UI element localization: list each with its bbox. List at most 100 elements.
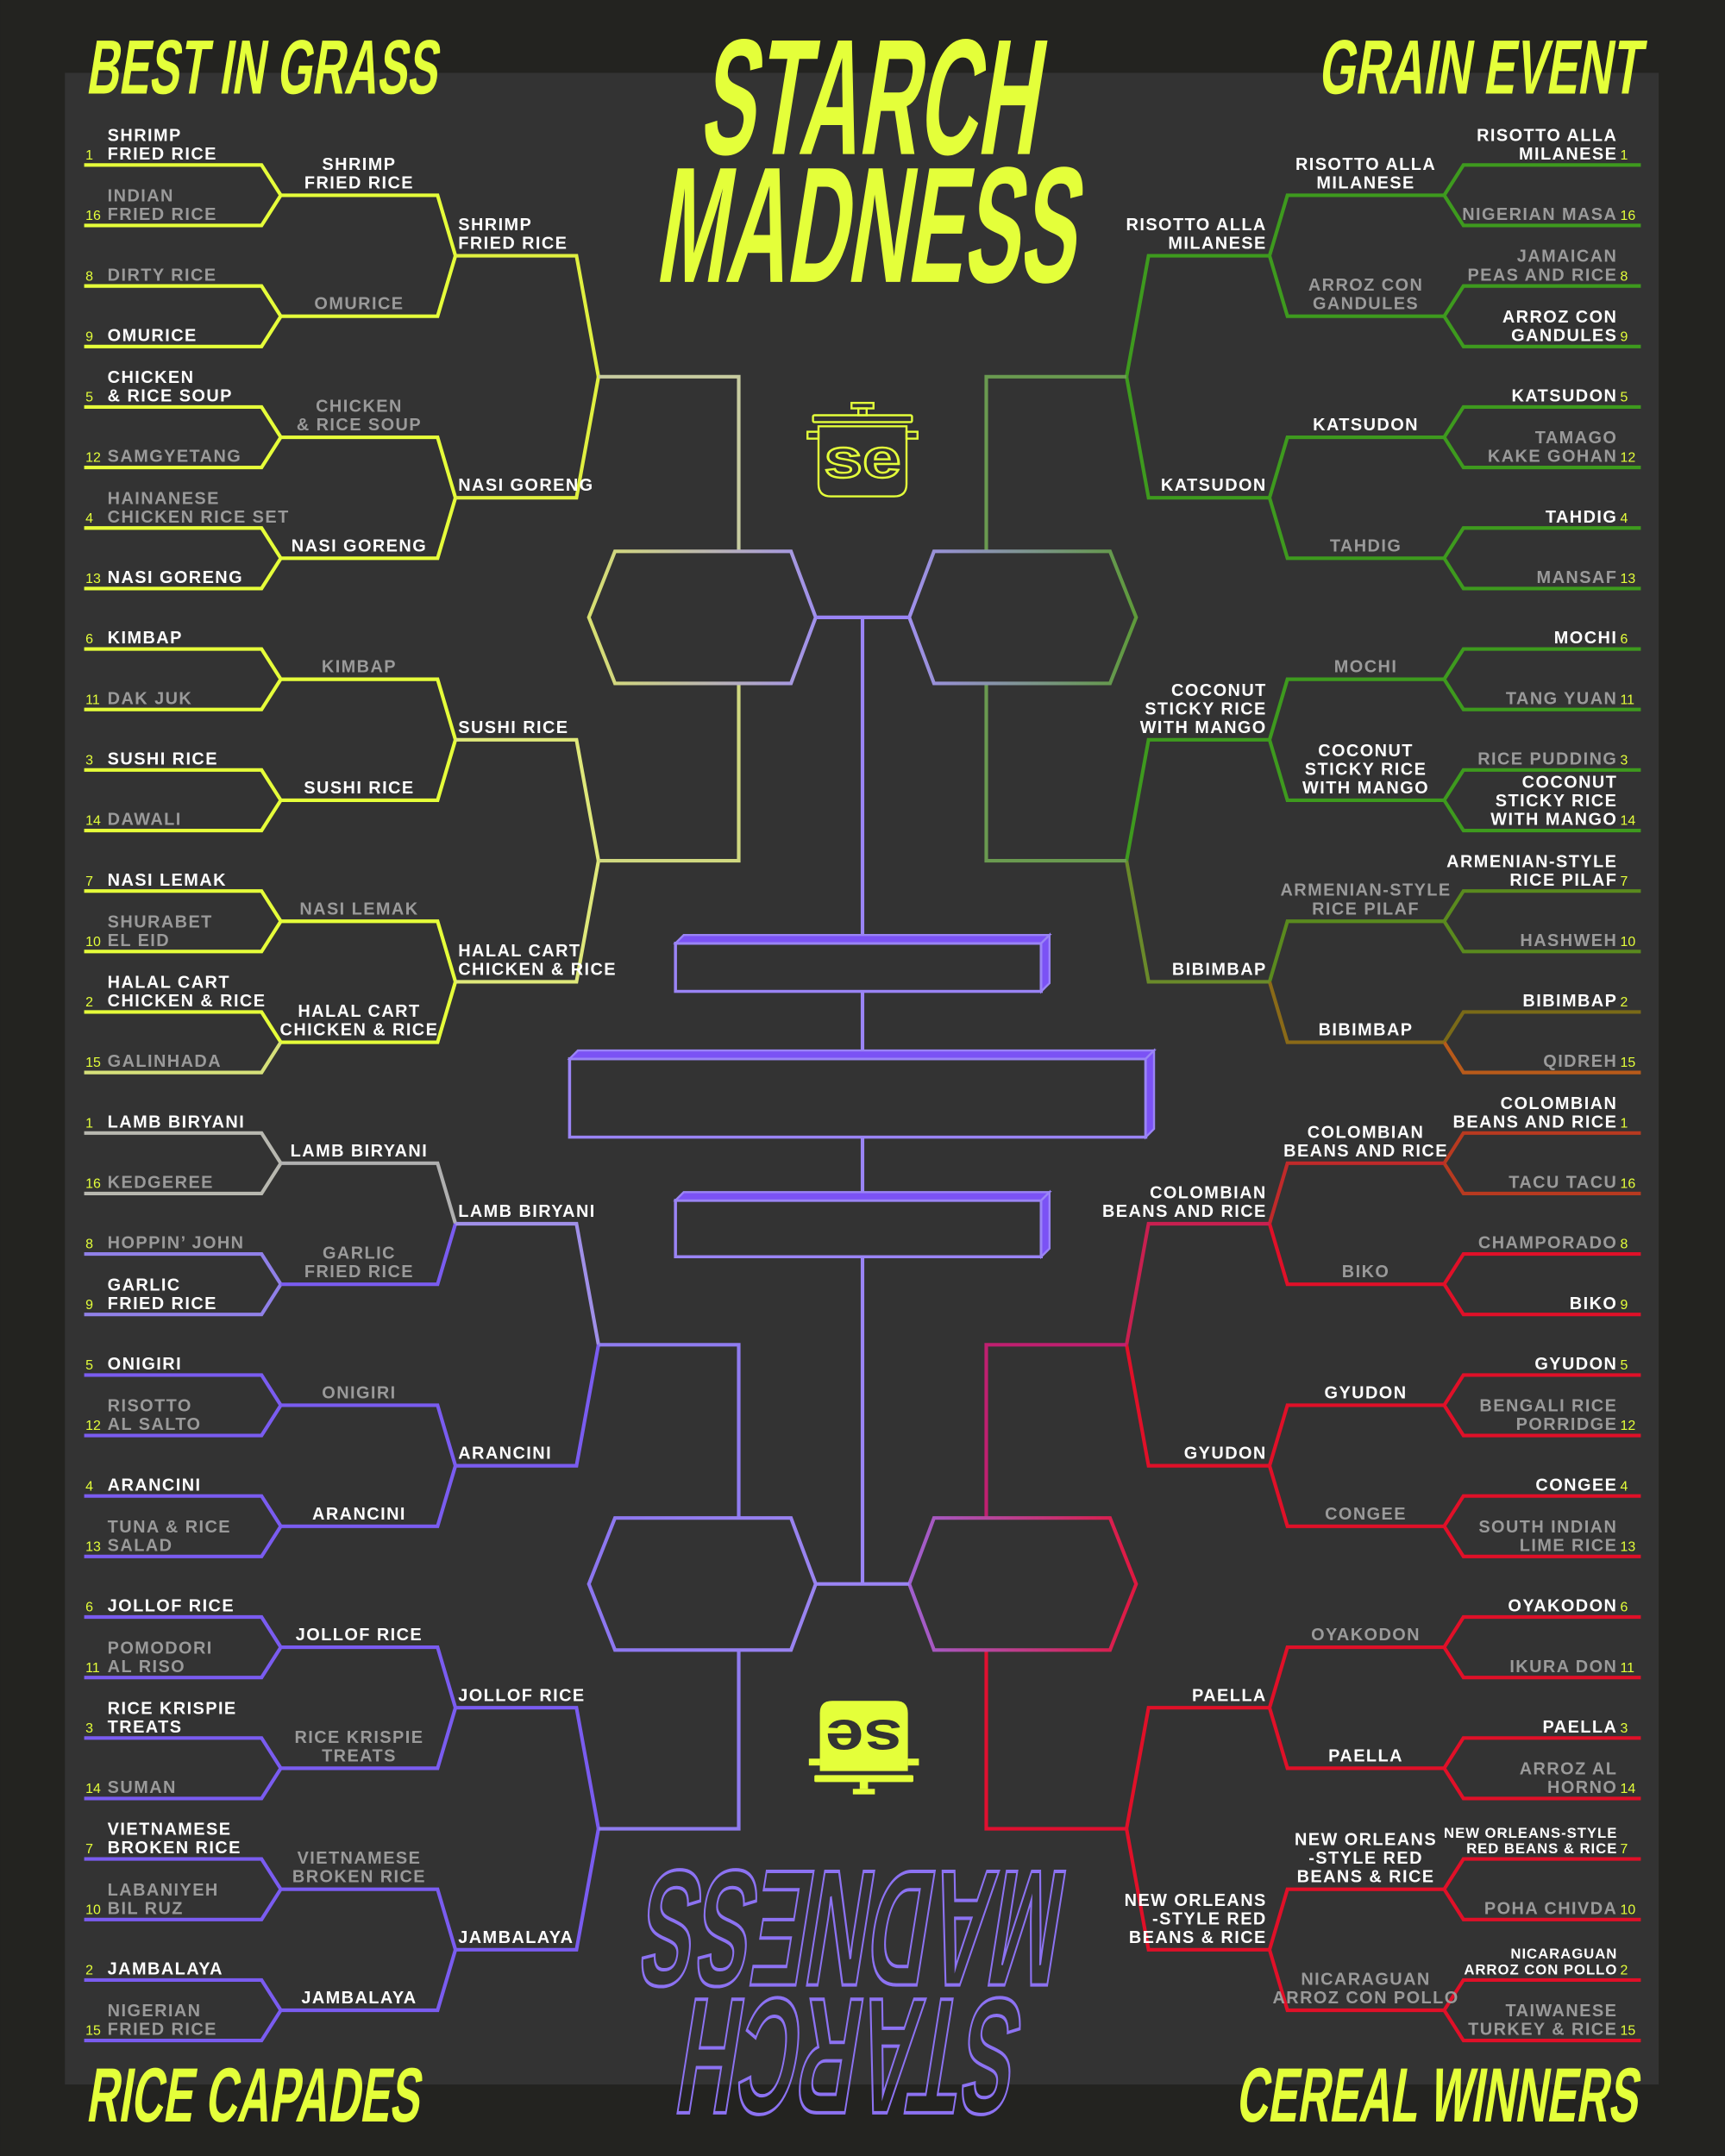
- round1-line: [84, 1041, 283, 1075]
- round3-line: [1125, 254, 1270, 378]
- champion-slot-top: [567, 1049, 1157, 1060]
- seed-number: 15: [85, 1056, 101, 1070]
- round2-team: JAMBALAYA: [301, 1989, 417, 2008]
- round3-team: CHICKEN & RICE: [458, 960, 617, 979]
- round2-team: BEANS AND RICE: [1283, 1142, 1448, 1161]
- finalist-slot-top-top: [673, 933, 1052, 944]
- seed-number: 16: [1621, 209, 1636, 223]
- seed-number: 10: [1621, 935, 1636, 950]
- round2-line: [280, 1707, 458, 1771]
- round1-line: [1442, 920, 1641, 954]
- round2-team: ARROZ CON POLLO: [1272, 1989, 1458, 2008]
- round3-team: NASI GORENG: [458, 476, 593, 495]
- round1-team: JAMAICAN: [1517, 248, 1618, 266]
- round4-line: [984, 1650, 1127, 1831]
- round3-team: WITH MANGO: [1140, 718, 1267, 737]
- round1-team: CHAMPORADO: [1478, 1234, 1617, 1253]
- round1-team: AL RISO: [108, 1658, 185, 1677]
- title-mirrored-line-1: STARCH: [667, 1964, 1032, 2148]
- round1-line: [1442, 768, 1641, 802]
- round1-team: FRIED RICE: [108, 1294, 217, 1313]
- pot-logo-filled-icon: se: [808, 1701, 919, 1795]
- seed-number: 8: [85, 1238, 93, 1252]
- round3-line: [1125, 376, 1270, 500]
- round1-line: [1442, 557, 1641, 591]
- round1-team: DIRTY RICE: [108, 266, 217, 285]
- round2-line: [1267, 1949, 1445, 2013]
- round1-team: ARMENIAN-STYLE: [1446, 852, 1617, 871]
- round1-team: CHICKEN RICE SET: [108, 508, 290, 527]
- round1-line: [1442, 1857, 1641, 1890]
- round1-team: NASI LEMAK: [108, 871, 227, 890]
- round2-team: OYAKODON: [1311, 1626, 1421, 1645]
- round2-team: SUSHI RICE: [304, 779, 414, 798]
- round1-line: [84, 1736, 283, 1770]
- round3-line: [1125, 737, 1270, 862]
- round1-line: [84, 1857, 283, 1890]
- seed-number: 8: [1621, 1238, 1628, 1252]
- seed-number: 4: [85, 511, 93, 526]
- round1-team: BENGALI RICE: [1479, 1397, 1617, 1416]
- finalist-slot-bottom-side: [1040, 1189, 1051, 1260]
- seed-number: 12: [1621, 1419, 1636, 1433]
- round1-team: LAMB BIRYANI: [108, 1112, 246, 1131]
- round1-team: CHICKEN & RICE: [108, 992, 267, 1011]
- round1-team: AL SALTO: [108, 1415, 202, 1434]
- round1-line: [1442, 799, 1641, 833]
- round1-team: KATSUDON: [1512, 387, 1618, 406]
- round4-line: [598, 1650, 741, 1831]
- round2-line: [280, 1161, 458, 1225]
- round1-line: [1442, 1010, 1641, 1044]
- round1-team: TAHDIG: [1546, 508, 1617, 527]
- round2-line: [280, 981, 458, 1044]
- logo-text: se: [824, 427, 900, 489]
- round2-team: NICARAGUAN: [1301, 1970, 1430, 1989]
- round1-line: [84, 920, 283, 954]
- round2-team: ARROZ CON: [1308, 276, 1423, 295]
- round1-team: NIGERIAN: [108, 2002, 202, 2021]
- round2-team: FRIED RICE: [304, 1263, 414, 1282]
- round1-team: GARLIC: [108, 1275, 181, 1294]
- round1-team: INDIAN: [108, 187, 174, 206]
- round1-team: PORRIDGE: [1516, 1415, 1618, 1434]
- round1-team: LIME RICE: [1520, 1536, 1618, 1555]
- round1-team: TREATS: [108, 1718, 183, 1737]
- round2-team: CHICKEN & RICE: [280, 1021, 439, 1040]
- round1-team: GALINHADA: [108, 1052, 222, 1071]
- round3-line: [455, 1344, 600, 1468]
- round2-line: [280, 919, 458, 982]
- round3-team: HALAL CART: [458, 942, 580, 961]
- finalist-slot-bottom-front: [674, 1199, 1044, 1259]
- seed-number: 7: [1621, 874, 1628, 889]
- round1-line: [1442, 1645, 1641, 1680]
- round2-line: [1267, 1223, 1445, 1287]
- round1-line: [84, 1645, 283, 1680]
- round4-line: [598, 1343, 741, 1519]
- round3-team: KATSUDON: [1161, 476, 1267, 495]
- round2-line: [1267, 435, 1445, 498]
- round2-team: TAHDIG: [1330, 536, 1402, 555]
- round1-team: POMODORI: [108, 1639, 213, 1658]
- round3-line: [455, 1706, 600, 1829]
- round1-line: [84, 1404, 283, 1438]
- seed-number: 2: [85, 1964, 93, 1978]
- round1-team: RICE KRISPIE: [108, 1699, 237, 1718]
- seed-number: 13: [85, 572, 101, 586]
- seed-number: 4: [1621, 511, 1628, 526]
- round1-line: [84, 799, 283, 833]
- round3-team: SHRIMP: [458, 216, 532, 235]
- round2-line: [280, 1887, 458, 1951]
- round1-team: RICE PILAF: [1509, 871, 1617, 890]
- round2-line: [280, 1645, 458, 1708]
- round1-team: & RICE SOUP: [108, 387, 233, 406]
- seed-number: 16: [85, 209, 101, 223]
- round1-team: RISOTTO: [108, 1397, 192, 1416]
- round2-team: RISOTTO ALLA: [1295, 155, 1436, 174]
- seed-number: 9: [85, 1298, 93, 1313]
- round1-team: FRIED RICE: [108, 2021, 217, 2040]
- round1-team: GYUDON: [1534, 1355, 1617, 1374]
- round2-line: [1267, 677, 1445, 741]
- seed-number: 13: [1621, 572, 1636, 586]
